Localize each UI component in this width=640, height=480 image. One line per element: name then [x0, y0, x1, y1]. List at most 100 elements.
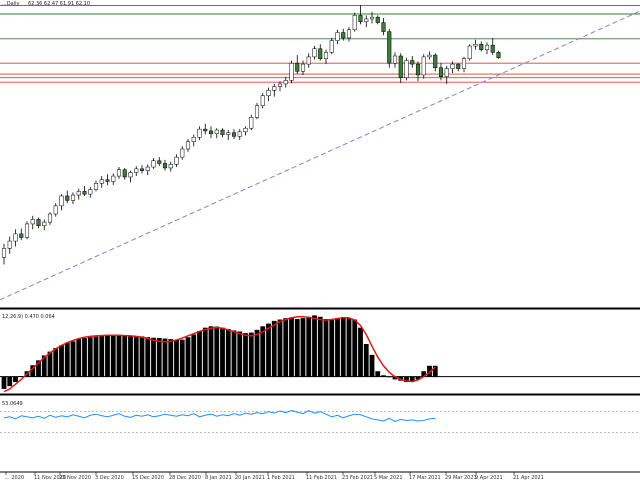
- macd-bar-48: [277, 319, 283, 377]
- macd-bar-28: [162, 338, 168, 377]
- macd-bar-35: [202, 327, 208, 377]
- candle-body-8: [47, 213, 53, 223]
- macd-bar-2: [13, 376, 18, 383]
- macd-bar-27: [156, 338, 162, 377]
- candle-body-60: [346, 29, 352, 39]
- date-label-12: 17 Mar 2021: [409, 475, 441, 480]
- date-label-10: 23 Feb 2021: [342, 475, 373, 480]
- candle-body-7: [42, 221, 47, 226]
- candle-body-19: [111, 175, 116, 182]
- candle-body-84: [484, 44, 490, 50]
- candle-body-54: [312, 48, 317, 58]
- candle-body-13: [76, 191, 81, 196]
- candle-body-41: [237, 131, 242, 137]
- candle-body-33: [191, 136, 196, 143]
- date-label-13: 29 Mar 2021: [445, 475, 477, 480]
- date-label-7: 20 Jan 2021: [235, 475, 265, 480]
- candle-body-28: [162, 163, 168, 169]
- candle-body-4: [24, 223, 30, 238]
- rsi-panel: [0, 394, 640, 433]
- candle-body-30: [174, 156, 179, 165]
- date-label-9: 11 Feb 2021: [306, 475, 337, 480]
- macd-title: 12,26,9) 0.470 0.064: [2, 314, 55, 320]
- macd-bar-44: [254, 329, 260, 377]
- macd-bar-64: [369, 354, 375, 377]
- candle-body-37: [214, 129, 219, 134]
- macd-bar-39: [225, 329, 231, 377]
- macd-bar-57: [329, 319, 335, 377]
- macd-bar-60: [346, 318, 352, 377]
- macd-bar-19: [110, 335, 116, 377]
- macd-bar-30: [174, 339, 179, 377]
- macd-bar-59: [340, 318, 346, 377]
- candle-body-85: [490, 44, 495, 53]
- macd-bar-40: [231, 330, 237, 377]
- macd-bar-45: [260, 326, 266, 377]
- macd-bar-13: [76, 339, 82, 377]
- date-label-3: 3 Dec 2020: [95, 475, 124, 480]
- candle-body-70: [404, 60, 409, 78]
- macd-bar-73: [421, 371, 427, 377]
- candle-body-53: [306, 56, 311, 65]
- macd-bar-55: [317, 316, 323, 377]
- macd-bar-71: [409, 376, 415, 382]
- macd-bar-75: [432, 365, 438, 377]
- candle-body-5: [30, 219, 35, 225]
- candle-body-50: [289, 62, 294, 81]
- macd-bar-61: [352, 319, 358, 377]
- candle-body-32: [185, 141, 191, 150]
- candle-body-48: [277, 83, 283, 87]
- candle-body-66: [381, 22, 386, 32]
- macd-bar-31: [179, 339, 185, 377]
- macd-bar-74: [427, 365, 432, 377]
- candle-body-56: [323, 52, 329, 59]
- candle-body-72: [415, 63, 421, 76]
- macd-bar-12: [70, 341, 76, 377]
- macd-bar-47: [271, 320, 277, 377]
- candle-body-24: [139, 168, 145, 171]
- candle-body-77: [444, 68, 449, 77]
- candle-body-78: [450, 63, 455, 69]
- macd-bar-29: [168, 339, 174, 377]
- candle-body-69: [398, 55, 403, 78]
- rsi-line: [3, 410, 436, 423]
- candle-body-44: [254, 105, 260, 118]
- candle-body-17: [99, 179, 104, 184]
- macd-bar-46: [266, 323, 271, 377]
- candle-body-9: [53, 205, 58, 215]
- candle-body-61: [352, 15, 357, 31]
- macd-bar-21: [122, 335, 128, 377]
- macd-bar-42: [243, 333, 248, 377]
- candle-body-75: [433, 54, 438, 68]
- macd-bar-11: [64, 342, 70, 377]
- candle-body-0: [1, 248, 7, 258]
- macd-bar-72: [415, 376, 421, 380]
- date-label-1: 11 Nov 2020: [34, 475, 66, 480]
- macd-bar-38: [220, 327, 225, 377]
- candle-body-58: [335, 32, 340, 41]
- candle-body-65: [375, 16, 380, 23]
- candle-body-25: [145, 166, 150, 171]
- candle-body-14: [82, 191, 87, 195]
- candle-body-20: [116, 169, 122, 177]
- macd-bar-62: [358, 327, 363, 377]
- candle-body-29: [168, 164, 173, 169]
- candle-body-80: [461, 58, 467, 69]
- candle-body-46: [266, 90, 271, 96]
- date-label-4: 15 Dec 2020: [132, 475, 164, 480]
- date-label-2: 23 Nov 2020: [59, 475, 91, 480]
- candle-body-76: [438, 67, 444, 77]
- candle-body-18: [105, 179, 110, 182]
- candle-body-1: [7, 240, 12, 249]
- candle-body-26: [151, 160, 156, 168]
- macd-bar-3: [18, 376, 24, 377]
- candle-body-67: [387, 31, 392, 64]
- macd-bar-52: [300, 318, 306, 377]
- macd-bar-15: [87, 337, 93, 377]
- macd-bar-7: [41, 355, 47, 377]
- date-label-0: ... 2020: [5, 475, 24, 480]
- candle-body-6: [36, 219, 41, 226]
- macd-bar-24: [139, 336, 145, 377]
